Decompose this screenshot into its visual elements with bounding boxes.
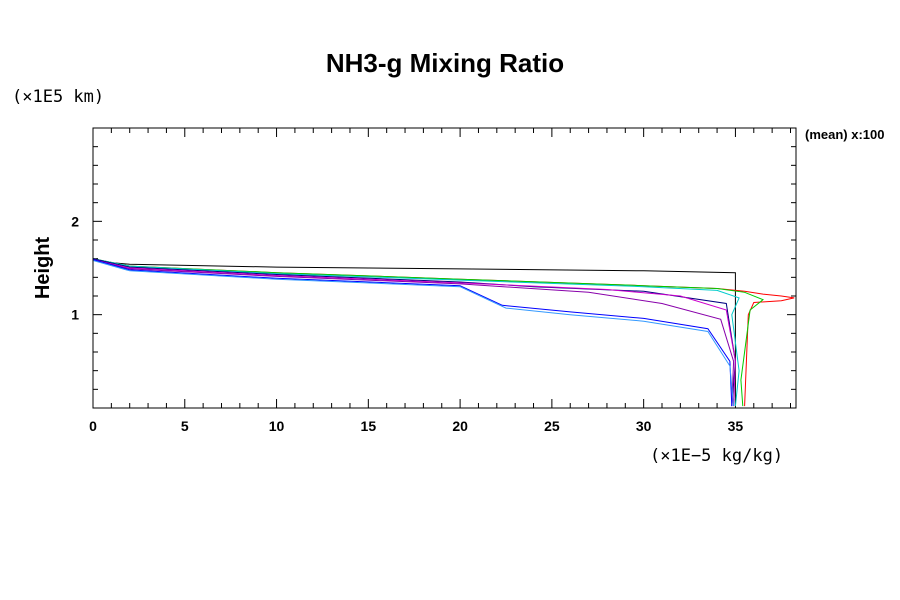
plot-frame — [92, 127, 797, 409]
series-line-green — [93, 258, 764, 407]
y-unit-label: (×1E5 km) — [12, 87, 104, 107]
y-tick-label: 1 — [71, 307, 79, 323]
x-tick-label: 10 — [269, 418, 285, 434]
chart-title: NH3-g Mixing Ratio — [326, 48, 564, 78]
series-line-magenta — [93, 259, 736, 407]
x-tick-label: 15 — [361, 418, 377, 434]
series-line-cyan — [93, 258, 740, 407]
x-tick-label: 35 — [728, 418, 744, 434]
y-axis-label: Height — [32, 237, 54, 300]
x-tick-label: 0 — [89, 418, 97, 434]
series-line-purple — [93, 259, 735, 407]
series-line-red — [93, 258, 795, 407]
data-series — [93, 258, 795, 407]
x-unit-label: (×1E−5 kg/kg) — [650, 446, 783, 466]
mean-annotation: (mean) x:100 — [805, 127, 884, 142]
x-tick-label: 20 — [452, 418, 468, 434]
axis-ticks — [92, 127, 796, 408]
series-line-blue — [93, 259, 733, 407]
x-tick-label: 5 — [181, 418, 189, 434]
tick-labels: 0 5 10 15 20 25 30 35 1 2 — [71, 213, 743, 434]
series-line-lightblue — [93, 260, 735, 407]
y-tick-label: 2 — [71, 213, 79, 229]
x-tick-label: 30 — [636, 418, 652, 434]
x-tick-label: 25 — [544, 418, 560, 434]
